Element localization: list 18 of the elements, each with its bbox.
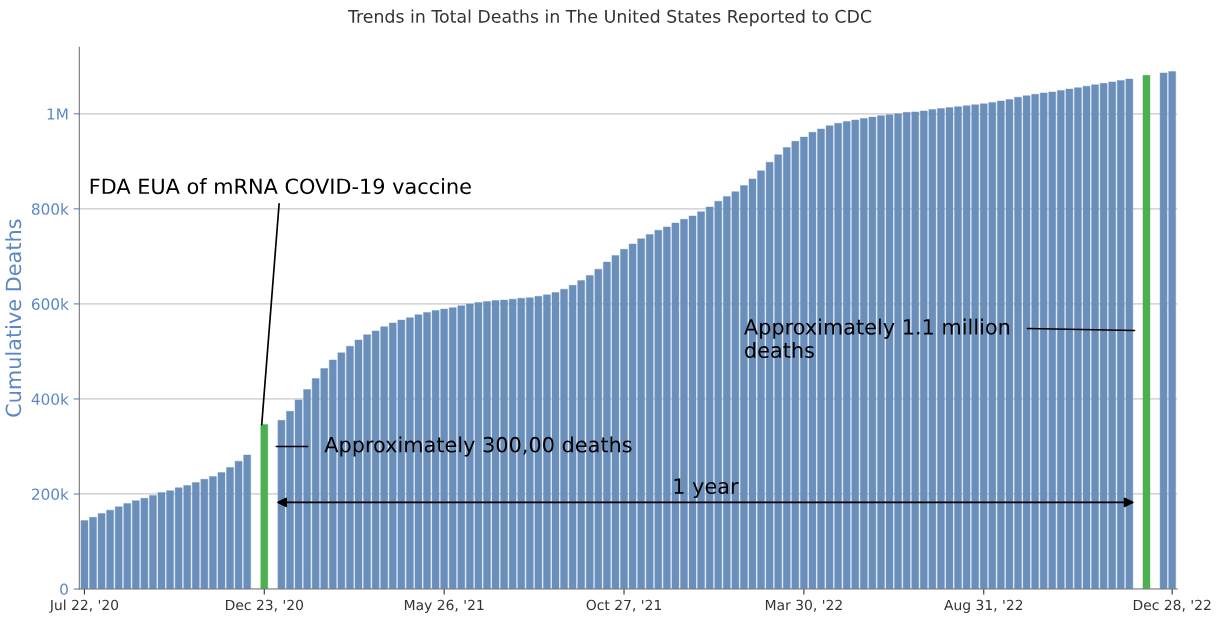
bar (1142, 75, 1151, 590)
x-tick-label: Jul 22, '20 (49, 599, 119, 613)
x-tick-label: May 26, '21 (404, 599, 484, 613)
y-tick-label: 400k (31, 393, 69, 405)
y-tick-label: 0 (60, 583, 68, 596)
x-tick-label: Dec 28, '22 (1133, 599, 1211, 612)
x-tick-label: Aug 31, '22 (944, 599, 1023, 613)
x-tick-label: Dec 23, '20 (226, 599, 304, 612)
y-axis-title: Cumulative Deaths (5, 219, 22, 417)
x-tick-label: Oct 27, '21 (586, 599, 661, 612)
y-tick-label: 600k (31, 298, 69, 310)
annotation: FDA EUA of mRNA COVID-19 vaccine (90, 178, 471, 195)
y-tick-label: 1M (47, 108, 68, 120)
x-tick-label: Mar 30, '22 (765, 599, 842, 612)
y-tick-label: 800k (31, 203, 69, 215)
y-tick-label: 200k (31, 488, 69, 501)
bar (260, 424, 269, 590)
chart-title: Trends in Total Deaths in The United States Reported to CDC (347, 9, 872, 27)
